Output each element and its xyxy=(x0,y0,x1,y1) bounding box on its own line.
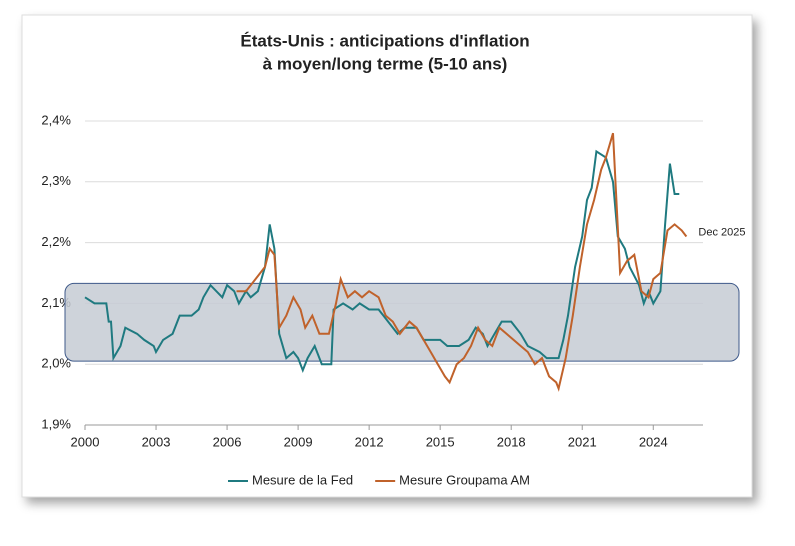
chart-card xyxy=(21,14,753,498)
legend-label: Mesure de la Fed xyxy=(252,472,353,487)
y-tick-label: 1,9% xyxy=(41,416,71,431)
y-tick-label: 2,0% xyxy=(41,356,71,371)
chart-title: États-Unis : anticipations d'inflation xyxy=(240,31,529,50)
y-tick-label: 2,2% xyxy=(41,234,71,249)
y-tick-label: 2,4% xyxy=(41,112,71,127)
x-tick-label: 2003 xyxy=(142,434,171,449)
annotation: Dec 2025 xyxy=(698,226,745,238)
shaded-band xyxy=(64,282,740,362)
x-tick-label: 2021 xyxy=(568,434,597,449)
x-tick-label: 2006 xyxy=(213,434,242,449)
y-tick-label: 2,1% xyxy=(41,295,71,310)
x-tick-label: 2012 xyxy=(355,434,384,449)
plot: 1,9% 2,0% 2,1% 2,2% 2,3% 2,4% 2000 2003 2006 2009… xyxy=(41,112,745,487)
y-tick-label: 2,3% xyxy=(41,173,71,188)
series-line xyxy=(236,132,688,392)
x-tick-label: 2018 xyxy=(497,434,526,449)
x-tick-label: 2024 xyxy=(639,434,668,449)
x-tick-label: 2000 xyxy=(71,434,100,449)
legend-label: Mesure Groupama AM xyxy=(399,472,530,487)
x-tick-label: 2009 xyxy=(284,434,313,449)
x-tick-label: 2015 xyxy=(426,434,455,449)
chart-title: à moyen/long terme (5-10 ans) xyxy=(263,54,508,73)
series-line xyxy=(84,149,680,374)
